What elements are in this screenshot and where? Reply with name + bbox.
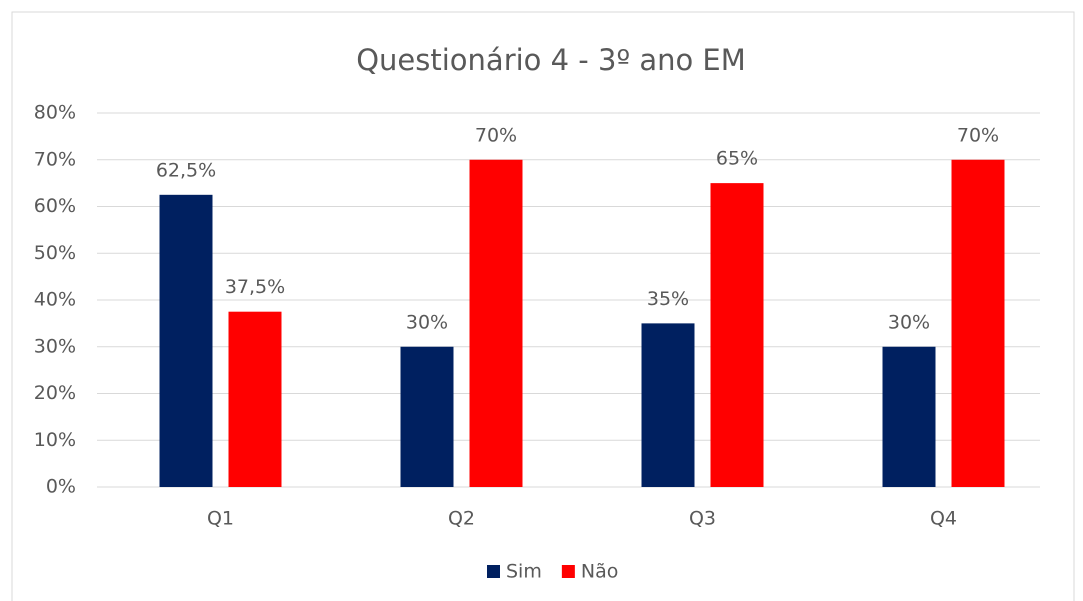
bar [228, 311, 282, 487]
bar [641, 323, 695, 487]
x-tick-label: Q1 [207, 508, 234, 530]
y-tick-label: 80% [34, 102, 76, 124]
data-label: 70% [475, 124, 517, 146]
legend-swatch [487, 565, 500, 578]
data-label: 70% [957, 124, 999, 146]
y-tick-label: 10% [34, 429, 76, 451]
data-label: 62,5% [156, 159, 216, 181]
x-tick-label: Q3 [689, 508, 716, 530]
bar [400, 346, 454, 487]
bar [882, 346, 936, 487]
bar [710, 183, 764, 487]
y-tick-label: 0% [46, 476, 76, 498]
x-tick-label: Q4 [930, 508, 957, 530]
data-label: 30% [406, 311, 448, 333]
bar [159, 194, 213, 487]
x-tick-label: Q2 [448, 508, 475, 530]
y-tick-label: 30% [34, 335, 76, 357]
y-tick-label: 20% [34, 382, 76, 404]
y-tick-label: 40% [34, 289, 76, 311]
legend-label: Não [581, 561, 618, 583]
bar [469, 159, 523, 487]
bar [951, 159, 1005, 487]
legend-label: Sim [506, 561, 542, 583]
data-label: 37,5% [225, 276, 285, 298]
legend-swatch [561, 565, 575, 578]
y-tick-label: 60% [34, 195, 76, 217]
data-label: 35% [647, 288, 689, 310]
y-tick-label: 70% [34, 148, 76, 170]
chart-title: Questionário 4 - 3º ano EM [356, 43, 746, 77]
y-tick-label: 50% [34, 242, 76, 264]
data-label: 65% [716, 148, 758, 170]
data-label: 30% [888, 311, 930, 333]
